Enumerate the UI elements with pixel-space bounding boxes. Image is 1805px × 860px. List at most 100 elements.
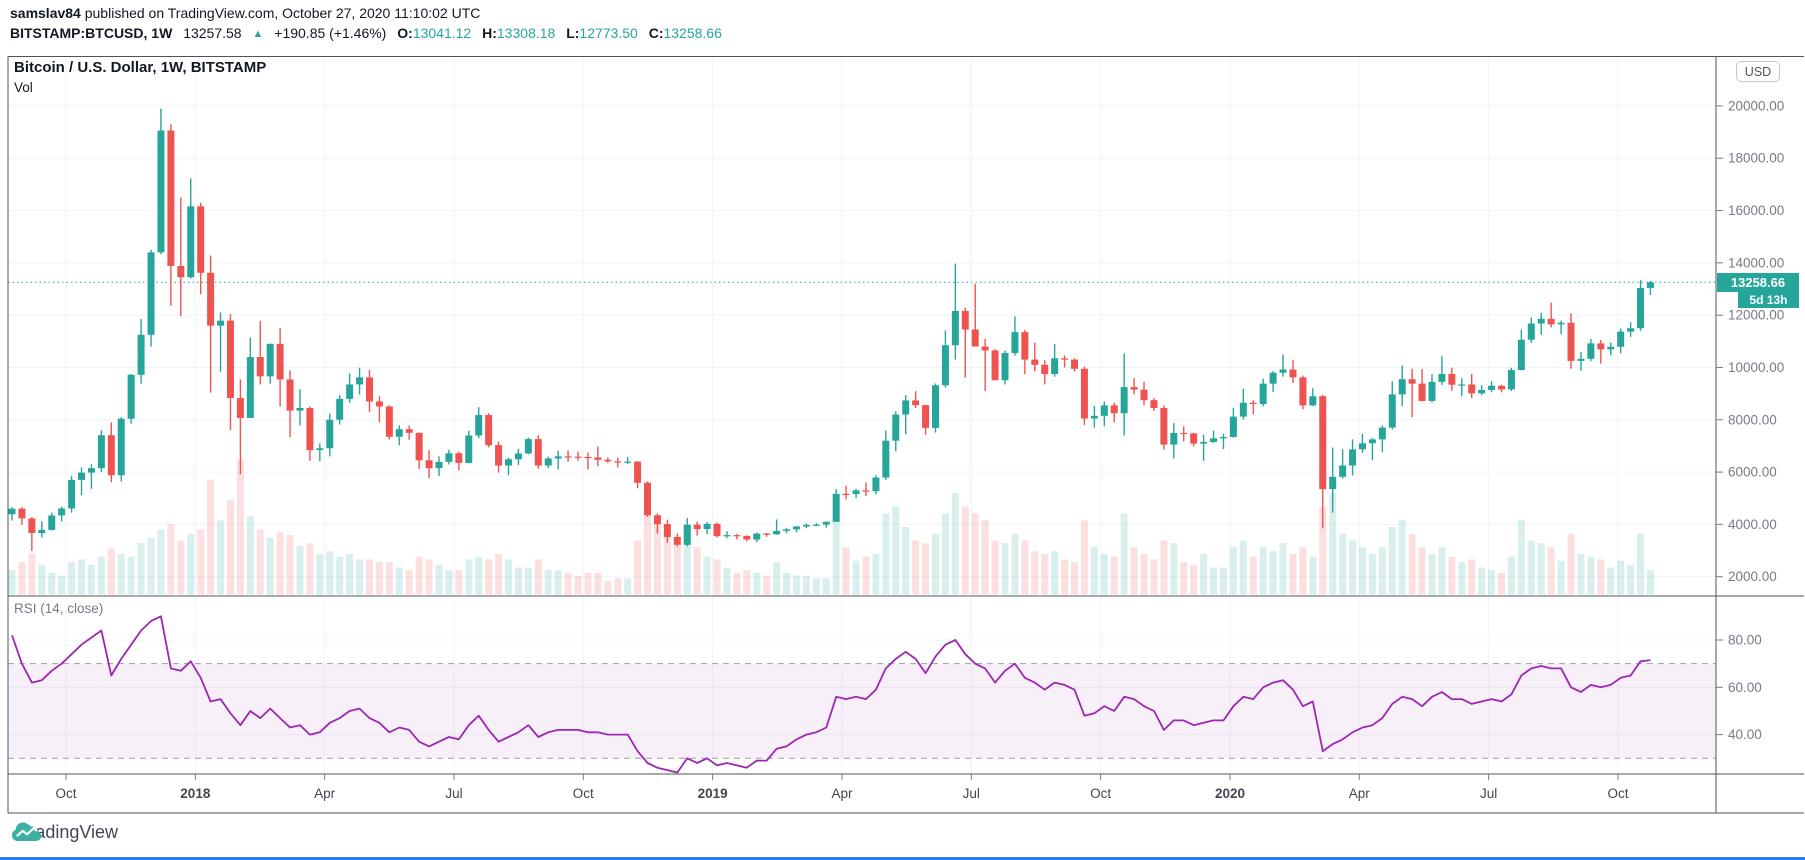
volume-bar — [1061, 559, 1069, 595]
candle-body — [207, 272, 215, 326]
candle-body — [1587, 343, 1595, 359]
volume-bar — [68, 562, 76, 595]
volume-bar — [1279, 543, 1287, 595]
author-name: samslav84 — [10, 5, 81, 21]
candle-body — [465, 435, 473, 463]
volume-bar — [1498, 572, 1505, 595]
currency-toggle-button[interactable]: USD — [1736, 61, 1780, 82]
candle-body — [941, 345, 949, 386]
volume-bar — [87, 564, 95, 595]
volume-bar — [435, 564, 443, 595]
volume-bar — [1319, 506, 1327, 595]
volume-bar — [1299, 547, 1307, 595]
candle-body — [18, 508, 26, 519]
volume-bar — [375, 562, 383, 595]
volume-bar — [614, 578, 622, 595]
volume-bar — [1517, 520, 1525, 595]
candle-body — [723, 535, 731, 537]
candle-body — [1418, 383, 1426, 401]
candle-body — [683, 524, 691, 545]
volume-bar — [465, 559, 473, 595]
volume-bar — [1219, 567, 1227, 595]
gridlines-layer — [8, 56, 1716, 774]
price-change: +190.85 (+1.46%) — [274, 25, 387, 41]
volume-bar — [8, 570, 16, 595]
price-axis[interactable]: 20000.00 18000.00 16000.00 14000.00 12000.00… — [1716, 98, 1784, 584]
volume-bar — [723, 567, 731, 595]
candle-body — [524, 439, 532, 454]
publish-info: samslav84 published on TradingView.com, … — [10, 5, 480, 21]
candle-body — [1398, 379, 1406, 395]
volume-bar — [58, 575, 66, 595]
volume-bar — [852, 560, 860, 595]
tradingview-footer[interactable]: TradingView — [12, 822, 118, 843]
volume-bar — [217, 520, 225, 595]
volume-bar — [792, 575, 800, 595]
candle-body — [1517, 339, 1525, 371]
volume-bar — [922, 543, 930, 595]
volume-bar — [276, 532, 284, 595]
candle-body — [375, 401, 383, 407]
time-axis-label: Jul — [963, 786, 980, 801]
candle-body — [107, 435, 115, 476]
volume-indicator-label: Vol — [14, 80, 33, 95]
volume-bar — [1388, 527, 1396, 595]
volume-bar — [683, 527, 691, 595]
candle-body — [991, 350, 999, 381]
candle-body — [961, 310, 969, 330]
candle-body — [505, 459, 512, 466]
candle-body — [1130, 387, 1138, 390]
candle-body — [981, 346, 989, 351]
candle-body — [1031, 359, 1039, 365]
volume-bar — [872, 554, 880, 595]
volume-bar — [346, 554, 354, 595]
candle-body — [197, 206, 205, 273]
candle-body — [326, 419, 334, 449]
rsi-axis[interactable]: 80.00 60.00 40.00 — [1716, 633, 1762, 743]
volume-bar — [1110, 556, 1118, 595]
volume-bar — [1239, 540, 1247, 595]
volume-bar — [1001, 543, 1009, 595]
volume-bar — [1567, 533, 1575, 595]
rsi-indicator-label: RSI (14, close) — [14, 601, 104, 616]
candle-body — [534, 439, 542, 466]
candle-body — [1537, 318, 1545, 324]
candle-body — [1408, 379, 1416, 384]
candle-body — [246, 356, 254, 418]
volume-bar — [137, 543, 145, 595]
time-axis-label: Jul — [1480, 786, 1497, 801]
candle-body — [1646, 282, 1654, 288]
time-axis[interactable]: Oct 2018 Apr Jul Oct 2019 Apr Jul Oct 2020 Apr Jul O… — [55, 774, 1629, 801]
candle-body — [177, 265, 185, 278]
candle-body — [514, 453, 522, 460]
volume-bar — [18, 562, 26, 595]
volume-bar — [78, 559, 86, 595]
candle-body — [1239, 402, 1247, 417]
volume-bar — [1537, 543, 1545, 595]
volume-bar — [961, 506, 969, 595]
time-axis-label: 2020 — [1215, 786, 1245, 801]
candle-body — [912, 400, 920, 406]
volume-bar — [127, 556, 135, 595]
volume-bar — [624, 578, 632, 595]
volume-bar — [246, 516, 254, 595]
candles-layer — [8, 108, 1654, 552]
candle-body — [276, 343, 284, 380]
time-axis-label: 2018 — [180, 786, 211, 801]
volume-bar — [1448, 556, 1456, 595]
candle-body — [644, 482, 652, 516]
volume-bar — [673, 540, 681, 595]
time-axis-label: Apr — [314, 786, 336, 801]
symbol-interval: BITSTAMP:BTCUSD, 1W — [10, 25, 173, 41]
candle-body — [1349, 449, 1357, 466]
candle-body — [445, 453, 453, 462]
close-label: C: — [648, 25, 664, 41]
volume-bar — [703, 556, 711, 595]
candle-body — [226, 320, 234, 399]
candle-body — [346, 384, 354, 399]
candle-body — [1438, 373, 1446, 382]
candle-body — [792, 526, 800, 530]
volume-bar — [524, 567, 532, 595]
low-label: L: — [566, 25, 580, 41]
